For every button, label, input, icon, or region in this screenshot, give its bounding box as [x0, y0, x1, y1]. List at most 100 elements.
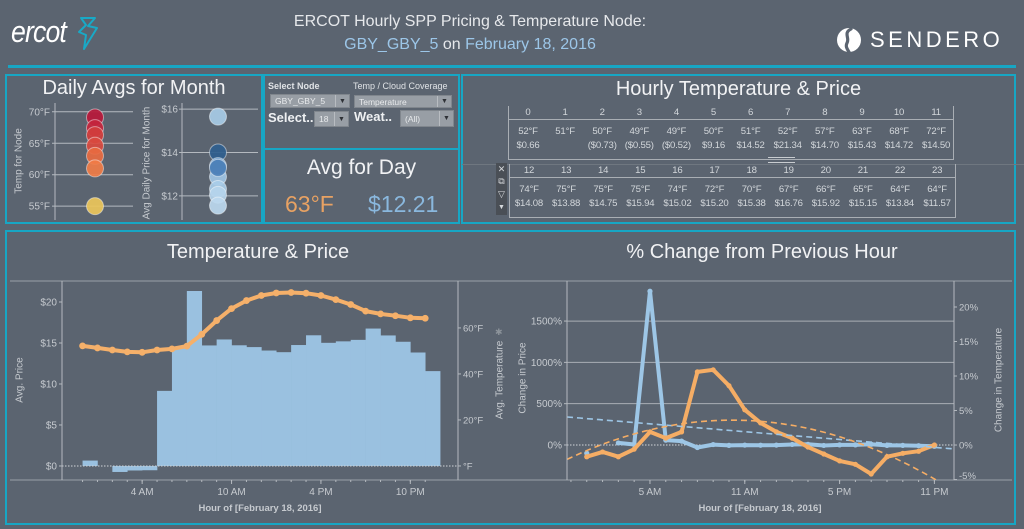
price-cell: $0.66 — [516, 140, 540, 151]
resize-handle[interactable] — [768, 157, 795, 163]
temperature-trend-line — [567, 419, 938, 480]
price-bar — [246, 347, 262, 466]
price-cell: $13.84 — [885, 198, 915, 209]
temperature-change-point — [789, 435, 795, 441]
price-cell: $15.38 — [737, 198, 766, 209]
weather-dropdown[interactable]: (All) ▼ — [400, 110, 454, 127]
price-cell: ($0.52) — [661, 140, 691, 151]
temperature-cell: 49°F — [666, 126, 687, 137]
temperature-change-point — [852, 461, 858, 467]
select-node-value: GBY_GBY_5 — [275, 96, 326, 106]
chevron-down-icon[interactable]: ▼ — [437, 96, 451, 107]
temperature-cell: 66°F — [816, 184, 836, 195]
dashboard-subtitle: GBY_GBY_5 on February 18, 2016 — [200, 36, 740, 54]
price-bar — [380, 335, 396, 466]
open-external-icon[interactable]: ⧉ — [498, 176, 505, 186]
temperature-change-point — [821, 451, 827, 457]
price-change-point — [852, 442, 858, 448]
y-tick-label: $10 — [40, 379, 57, 390]
y2-tick-label: 40°F — [463, 369, 483, 380]
temperature-point — [317, 292, 325, 299]
select-node-dropdown[interactable]: GBY_GBY_5 ▼ — [270, 94, 350, 108]
y-tick-label: $12 — [161, 191, 178, 202]
temperature-change-point — [916, 448, 922, 454]
x-tick-label: 4 AM — [131, 487, 154, 498]
price-bar — [201, 345, 217, 466]
header-divider — [8, 65, 1016, 68]
chevron-down-icon[interactable]: ▼ — [335, 95, 349, 107]
price-cell: $15.94 — [626, 198, 655, 209]
hour-header: 10 — [893, 107, 905, 118]
price-cell: $13.88 — [552, 198, 581, 209]
hour-header: 12 — [523, 165, 535, 176]
temp-cloud-value: Temperature — [359, 96, 407, 107]
close-icon[interactable]: ✕ — [497, 164, 506, 174]
price-change-point — [868, 441, 874, 447]
price-bar — [157, 390, 173, 466]
y-tick-label: 60°F — [29, 170, 50, 181]
y2-tick-label: 15% — [959, 337, 979, 348]
temperature-point — [302, 289, 310, 297]
temperature-cell: 49°F — [629, 126, 650, 137]
temperature-cell: 68°F — [889, 126, 909, 137]
filter-icon[interactable]: ▽ — [498, 189, 505, 199]
price-change-point — [678, 438, 685, 444]
daily-dot — [209, 107, 227, 126]
hour-header: 21 — [857, 165, 869, 176]
table-header-divider — [510, 177, 955, 178]
temperature-price-x-title: Hour of [February 18, 2016] — [198, 503, 322, 514]
y2-tick-label: 5% — [959, 406, 973, 417]
y-tick-label: $5 — [46, 420, 58, 431]
temperature-cell: 51°F — [740, 126, 761, 137]
temperature-point — [198, 330, 206, 338]
price-cell: $11.57 — [923, 198, 951, 209]
hour-header: 4 — [673, 107, 679, 118]
y2-tick-label: 10% — [959, 372, 979, 383]
hour-header: 18 — [746, 165, 757, 176]
price-cell: $15.15 — [848, 198, 877, 209]
temperature-cell: 52°F — [777, 126, 798, 137]
x-tick-label: 5 PM — [828, 487, 851, 498]
temperature-point — [272, 289, 280, 297]
y2-tick-label: 20% — [959, 303, 979, 314]
x-tick-label: 11 AM — [731, 487, 759, 498]
table-header-divider — [509, 119, 953, 120]
temperature-change-point — [836, 458, 843, 464]
price-change-point — [789, 441, 795, 448]
temperature-cell: 52°F — [518, 126, 538, 137]
chevron-down-icon[interactable]: ▼ — [334, 112, 348, 126]
price-cell: $9.16 — [701, 140, 725, 151]
price-bar — [186, 291, 203, 466]
temperature-cell: 75°F — [593, 184, 613, 195]
price-change-point — [821, 442, 827, 449]
avg-temperature-value: 63°F — [285, 191, 334, 217]
temperature-cell: 74°F — [667, 184, 688, 195]
price-change-point — [710, 441, 716, 448]
temp-cloud-dropdown[interactable]: Temperature ▼ — [354, 95, 452, 108]
temperature-change-point — [868, 471, 874, 477]
avg-for-day-panel — [263, 148, 460, 224]
y-tick-label: 0% — [548, 440, 563, 451]
chevron-down-icon[interactable]: ▼ — [439, 111, 453, 126]
temperature-point — [213, 317, 221, 324]
price-bar — [142, 465, 158, 471]
price-bar — [291, 345, 307, 466]
hour-header: 2 — [599, 107, 605, 118]
temperature-point — [243, 297, 250, 304]
price-change-point — [647, 288, 653, 294]
more-options-icon[interactable]: ▼ — [498, 204, 505, 211]
price-change-point — [836, 442, 843, 448]
temperature-point — [168, 345, 176, 353]
price-change-point — [757, 442, 764, 448]
pin-icon[interactable]: ✱ — [495, 327, 503, 337]
hour-header: 14 — [598, 165, 609, 176]
temperature-cell: 50°F — [592, 126, 612, 137]
y-tick-label: $0 — [46, 461, 58, 472]
y2-tick-label: -5% — [959, 471, 976, 482]
y-tick-label: 70°F — [29, 107, 50, 118]
y-tick-label: $15 — [40, 338, 57, 349]
select-day-dropdown[interactable]: 18 ▼ — [314, 111, 349, 127]
avg-price-value: $12.21 — [368, 191, 439, 217]
temperature-change-point — [599, 449, 606, 455]
